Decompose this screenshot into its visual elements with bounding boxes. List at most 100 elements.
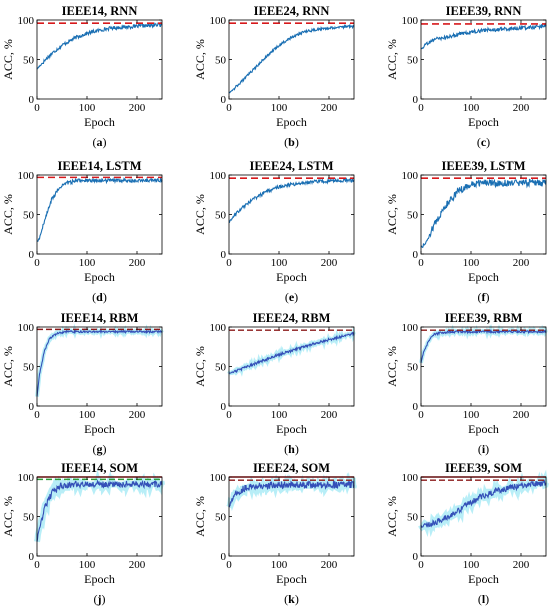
chart-7-ylabel: ACC, % (193, 346, 207, 387)
chart-3-axes-box (36, 174, 163, 255)
chart-11-series-line (420, 478, 547, 528)
chart-5-subfig-label: (f) (478, 290, 490, 304)
chart-10-series-line (228, 479, 355, 508)
chart-4-series-line (228, 177, 355, 224)
chart-4-ytick-label-0: 0 (221, 249, 227, 261)
chart-8-axes-box (420, 326, 547, 407)
chart-8-series-band (419, 324, 548, 364)
chart-3-subfig-label: (d) (92, 290, 107, 304)
chart-4-ytick-label-2: 100 (210, 170, 227, 182)
chart-1-ylabel: ACC, % (193, 39, 207, 80)
chart-0-title: IEEE14, RNN (62, 4, 138, 18)
chart-9-ylabel: ACC, % (1, 496, 15, 537)
chart-6-subfig-label: (g) (93, 442, 107, 456)
chart-9-ytick-label-2: 100 (18, 472, 35, 484)
chart-4-ylabel: ACC, % (193, 194, 207, 235)
chart-4-subfig-label: (e) (285, 290, 298, 304)
chart-9-xlabel: Epoch (84, 572, 115, 586)
chart-1-ytick-label-0: 0 (221, 94, 227, 106)
chart-9-title: IEEE14, SOM (61, 461, 138, 475)
chart-6-xtick-label-0: 0 (34, 409, 40, 421)
chart-7-ytick-label-0: 0 (221, 401, 227, 413)
chart-3-ytick-label-1: 50 (23, 210, 35, 222)
chart-11-xtick-label-1: 100 (463, 559, 480, 571)
chart-2-series-line (420, 22, 547, 50)
chart-1-subfig-label: (b) (284, 135, 299, 149)
chart-6-xlabel: Epoch (84, 422, 115, 436)
chart-4-xtick-label-0: 0 (226, 257, 232, 269)
chart-4-xtick-label-2: 200 (321, 257, 338, 269)
chart-3-xtick-label-1: 100 (79, 257, 96, 269)
chart-10-xtick-label-1: 100 (271, 559, 288, 571)
chart-0-xtick-label-0: 0 (34, 102, 40, 114)
chart-9-xtick-label-1: 100 (79, 559, 96, 571)
chart-3-title: IEEE14, LSTM (57, 159, 141, 173)
chart-1-xlabel: Epoch (276, 115, 307, 129)
chart-1-ytick-label-1: 50 (215, 55, 227, 67)
chart-6-xtick-label-2: 200 (129, 409, 146, 421)
chart-9-subfig-label: (j) (94, 592, 106, 606)
chart-10-ytick-label-1: 50 (215, 512, 227, 524)
chart-1-xtick-label-0: 0 (226, 102, 232, 114)
chart-5-title: IEEE39, LSTM (441, 159, 525, 173)
chart-0-ytick-label-1: 50 (23, 55, 35, 67)
chart-0-series-line (36, 21, 163, 70)
chart-2-subfig-label: (c) (477, 135, 490, 149)
chart-7-ytick-label-1: 50 (215, 362, 227, 374)
chart-0-xtick-label-1: 100 (79, 102, 96, 114)
chart-4-title: IEEE24, LSTM (249, 159, 333, 173)
chart-11-xtick-label-2: 200 (513, 559, 530, 571)
chart-5-ytick-label-2: 100 (402, 170, 419, 182)
chart-8-title: IEEE39, RBM (445, 311, 523, 325)
chart-10-ytick-label-2: 100 (210, 472, 227, 484)
chart-3-ytick-label-2: 100 (18, 170, 35, 182)
chart-7-series-line (228, 331, 355, 375)
chart-9-xtick-label-0: 0 (34, 559, 40, 571)
chart-2-ylabel: ACC, % (385, 39, 399, 80)
chart-0-axes-box (36, 19, 163, 100)
chart-11-xlabel: Epoch (468, 572, 499, 586)
chart-8-xtick-label-2: 200 (513, 409, 530, 421)
chart-3-xlabel: Epoch (84, 270, 115, 284)
chart-3-series-line (36, 176, 163, 242)
chart-7-subfig-label: (h) (284, 442, 299, 456)
chart-9-xtick-label-2: 200 (129, 559, 146, 571)
chart-1-xtick-label-1: 100 (271, 102, 288, 114)
chart-10-xlabel: Epoch (276, 572, 307, 586)
chart-10-title: IEEE24, SOM (253, 461, 330, 475)
chart-6-series-line (36, 328, 163, 397)
chart-6-ylabel: ACC, % (1, 346, 15, 387)
chart-9-ytick-label-0: 0 (29, 551, 35, 563)
chart-0-ylabel: ACC, % (1, 39, 15, 80)
chart-7-xtick-label-1: 100 (271, 409, 288, 421)
chart-1-title: IEEE24, RNN (254, 4, 330, 18)
chart-2-xtick-label-2: 200 (513, 102, 530, 114)
chart-0-ytick-label-2: 100 (18, 15, 35, 27)
chart-5-ytick-label-1: 50 (407, 210, 419, 222)
chart-6-ytick-label-0: 0 (29, 401, 35, 413)
chart-3-xtick-label-0: 0 (34, 257, 40, 269)
chart-2-axes-box (420, 19, 547, 100)
chart-1-axes-box (228, 19, 355, 100)
chart-3-ytick-label-0: 0 (29, 249, 35, 261)
chart-6-xtick-label-1: 100 (79, 409, 96, 421)
chart-0-xlabel: Epoch (84, 115, 115, 129)
chart-4-axes-box (228, 174, 355, 255)
chart-4-xtick-label-1: 100 (271, 257, 288, 269)
chart-2-ytick-label-1: 50 (407, 55, 419, 67)
chart-7-xtick-label-2: 200 (321, 409, 338, 421)
chart-1-xtick-label-2: 200 (321, 102, 338, 114)
chart-4-ytick-label-1: 50 (215, 210, 227, 222)
chart-11-ylabel: ACC, % (385, 496, 399, 537)
chart-6-series-band (35, 323, 164, 397)
